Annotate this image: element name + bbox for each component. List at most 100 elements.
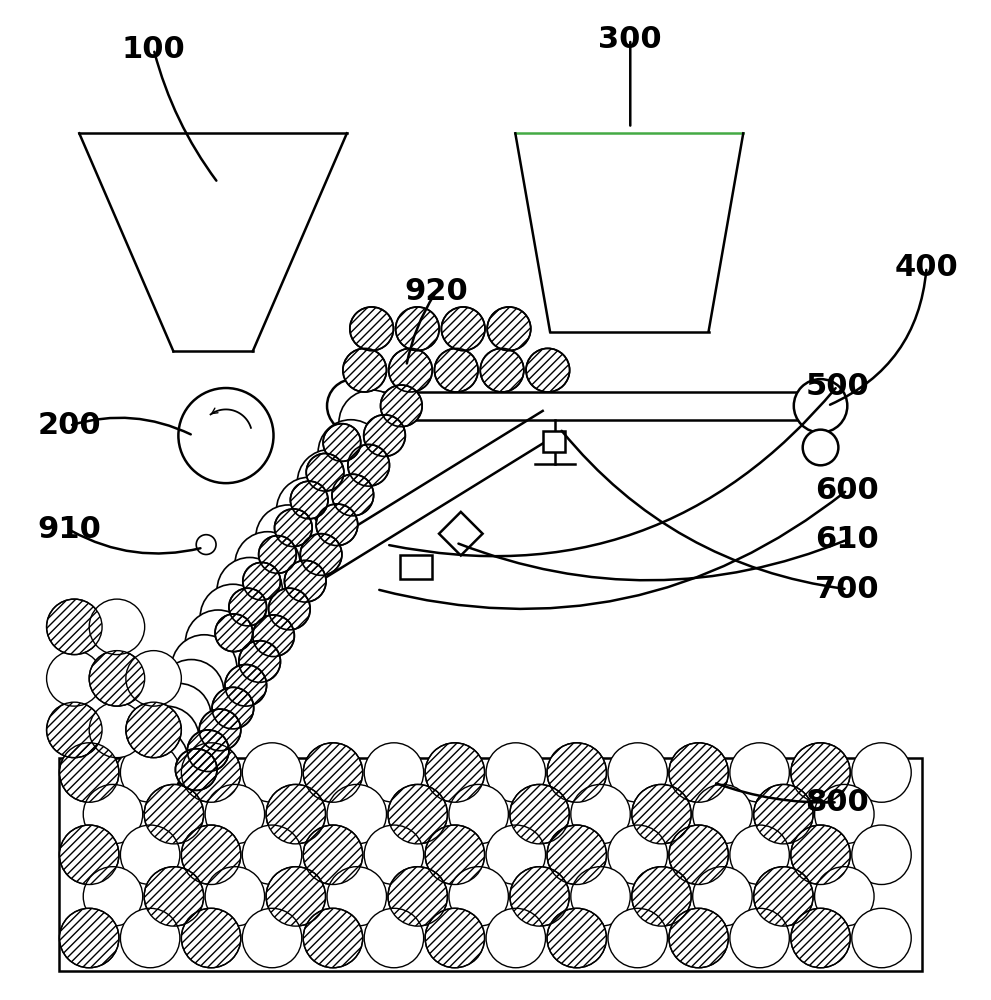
Circle shape — [266, 784, 325, 844]
Circle shape — [547, 825, 606, 885]
Circle shape — [256, 505, 321, 570]
Circle shape — [318, 420, 384, 485]
Circle shape — [486, 825, 545, 885]
Circle shape — [276, 477, 342, 543]
Circle shape — [510, 784, 569, 844]
Circle shape — [434, 348, 478, 392]
Circle shape — [178, 388, 274, 483]
Circle shape — [243, 562, 280, 600]
Circle shape — [205, 867, 265, 926]
Circle shape — [253, 615, 294, 657]
Circle shape — [669, 908, 728, 968]
Circle shape — [242, 743, 301, 802]
Circle shape — [425, 825, 485, 885]
Circle shape — [145, 867, 203, 926]
Circle shape — [266, 867, 325, 926]
Circle shape — [481, 348, 524, 392]
Circle shape — [327, 784, 386, 844]
Circle shape — [323, 424, 361, 461]
Circle shape — [327, 379, 381, 433]
Text: 610: 610 — [816, 525, 879, 554]
Circle shape — [83, 784, 143, 844]
Circle shape — [113, 747, 178, 812]
Circle shape — [59, 825, 119, 885]
Bar — [543, 431, 565, 452]
Circle shape — [259, 536, 296, 573]
Circle shape — [175, 749, 217, 790]
Circle shape — [120, 908, 179, 968]
Circle shape — [290, 481, 328, 519]
Circle shape — [59, 743, 119, 802]
Circle shape — [126, 702, 181, 758]
Circle shape — [89, 599, 145, 655]
Circle shape — [146, 683, 211, 749]
Text: 200: 200 — [38, 411, 101, 440]
Circle shape — [306, 453, 344, 491]
Circle shape — [350, 307, 393, 351]
Circle shape — [185, 610, 251, 675]
Circle shape — [791, 908, 850, 968]
Circle shape — [196, 535, 216, 555]
Circle shape — [486, 743, 545, 802]
Circle shape — [187, 730, 229, 772]
Circle shape — [388, 784, 448, 844]
Circle shape — [275, 509, 312, 547]
Circle shape — [669, 825, 728, 885]
Circle shape — [571, 867, 630, 926]
Circle shape — [547, 743, 606, 802]
Circle shape — [791, 825, 850, 885]
Circle shape — [803, 430, 838, 465]
Text: 300: 300 — [599, 25, 662, 54]
Circle shape — [425, 743, 485, 802]
Text: 600: 600 — [816, 476, 879, 505]
Circle shape — [632, 867, 692, 926]
Circle shape — [235, 532, 300, 597]
Text: 800: 800 — [806, 788, 869, 817]
Circle shape — [364, 415, 405, 456]
Circle shape — [348, 445, 389, 486]
Circle shape — [269, 588, 310, 630]
Circle shape — [607, 825, 668, 885]
Circle shape — [851, 743, 911, 802]
Circle shape — [47, 599, 102, 655]
Circle shape — [327, 867, 386, 926]
Circle shape — [181, 825, 241, 885]
Circle shape — [729, 825, 789, 885]
Text: 910: 910 — [38, 515, 101, 544]
Circle shape — [851, 908, 911, 968]
Circle shape — [693, 784, 752, 844]
Circle shape — [284, 560, 326, 602]
Circle shape — [171, 635, 237, 700]
Circle shape — [303, 743, 363, 802]
Circle shape — [794, 379, 847, 433]
Circle shape — [486, 908, 545, 968]
Circle shape — [215, 614, 253, 652]
Circle shape — [693, 867, 752, 926]
Circle shape — [229, 588, 267, 626]
Circle shape — [59, 908, 119, 968]
Circle shape — [449, 784, 508, 844]
Circle shape — [339, 390, 404, 455]
Circle shape — [134, 706, 199, 772]
Circle shape — [364, 825, 424, 885]
Circle shape — [316, 504, 358, 546]
Circle shape — [669, 743, 728, 802]
Circle shape — [159, 660, 224, 725]
Circle shape — [225, 665, 267, 706]
Circle shape — [343, 348, 386, 392]
Circle shape — [395, 307, 439, 351]
Bar — [400, 555, 432, 579]
Text: 400: 400 — [895, 253, 958, 282]
Circle shape — [181, 908, 241, 968]
Circle shape — [120, 743, 179, 802]
Circle shape — [791, 743, 850, 802]
Circle shape — [815, 784, 874, 844]
Circle shape — [753, 784, 813, 844]
Circle shape — [303, 825, 363, 885]
Circle shape — [729, 743, 789, 802]
Circle shape — [242, 908, 301, 968]
Circle shape — [120, 825, 179, 885]
Text: 920: 920 — [404, 277, 468, 306]
Circle shape — [200, 584, 266, 650]
Circle shape — [364, 743, 424, 802]
